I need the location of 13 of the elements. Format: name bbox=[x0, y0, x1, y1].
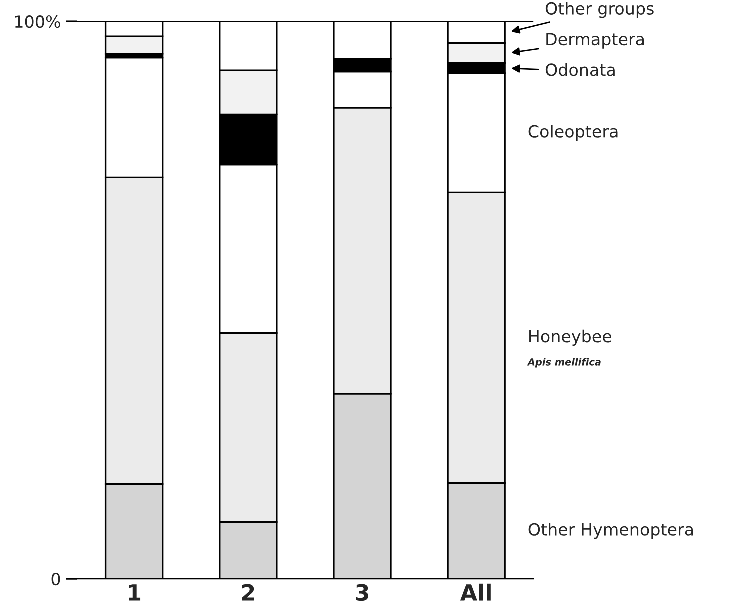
legend-label: Odonata bbox=[546, 63, 615, 76]
x-tick-label: All bbox=[460, 584, 491, 601]
y-tick-label: 100% bbox=[15, 16, 60, 28]
x-tick-label: 2 bbox=[242, 584, 254, 601]
legend-label: Dermaptera bbox=[546, 33, 644, 49]
series-label: Coleoptera bbox=[528, 124, 618, 142]
text: Other groups bbox=[546, 2, 654, 18]
x-tick-label: 3 bbox=[356, 584, 368, 602]
annotation: Apis mellifica bbox=[527, 358, 601, 368]
series-label: Other Hymenoptera bbox=[528, 523, 694, 540]
series-label: Honeybee bbox=[530, 330, 612, 346]
x-tick-label: 1 bbox=[129, 584, 141, 601]
y-tick-label: 0 bbox=[52, 573, 60, 586]
